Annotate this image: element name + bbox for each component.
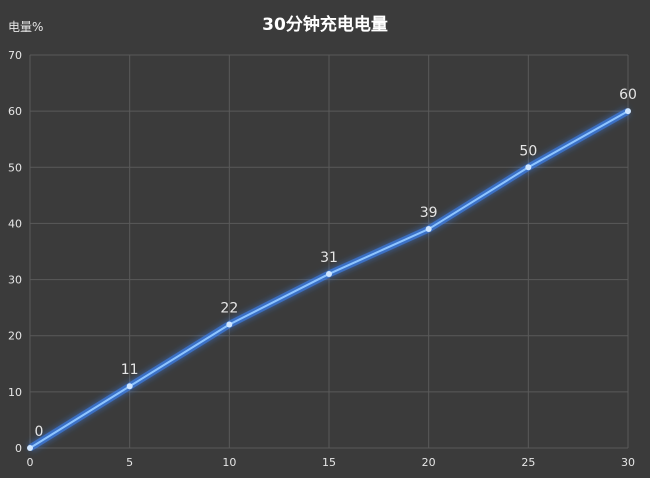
data-label: 31 — [320, 250, 338, 266]
data-label: 11 — [121, 362, 139, 378]
data-label: 50 — [519, 143, 537, 159]
data-point — [326, 270, 332, 277]
y-tick-label: 10 — [8, 386, 22, 399]
data-label: 22 — [220, 300, 238, 316]
y-tick-label: 30 — [8, 274, 22, 287]
data-point — [126, 383, 133, 390]
x-tick-label: 15 — [322, 456, 336, 469]
x-tick-label: 20 — [422, 456, 436, 469]
y-tick-label: 60 — [8, 105, 22, 118]
y-tick-label: 50 — [8, 161, 22, 174]
x-tick-label: 10 — [222, 456, 236, 469]
x-tick-label: 25 — [521, 456, 535, 469]
data-point — [525, 164, 532, 171]
y-tick-label: 40 — [8, 217, 22, 230]
data-point — [226, 321, 233, 328]
x-tick-label: 5 — [126, 456, 133, 469]
y-axis-label: 电量% — [8, 20, 44, 34]
y-tick-label: 0 — [15, 442, 22, 455]
x-tick-label: 30 — [621, 456, 635, 469]
data-label: 39 — [420, 205, 438, 221]
x-tick-label: 0 — [27, 456, 34, 469]
y-tick-label: 20 — [8, 330, 22, 343]
data-point — [625, 108, 631, 115]
data-point — [425, 226, 432, 233]
y-tick-label: 70 — [8, 49, 22, 62]
data-point — [27, 445, 33, 451]
data-label: 60 — [619, 87, 637, 103]
chart-title: 30分钟充电电量 — [262, 15, 388, 35]
data-label: 0 — [35, 424, 44, 440]
